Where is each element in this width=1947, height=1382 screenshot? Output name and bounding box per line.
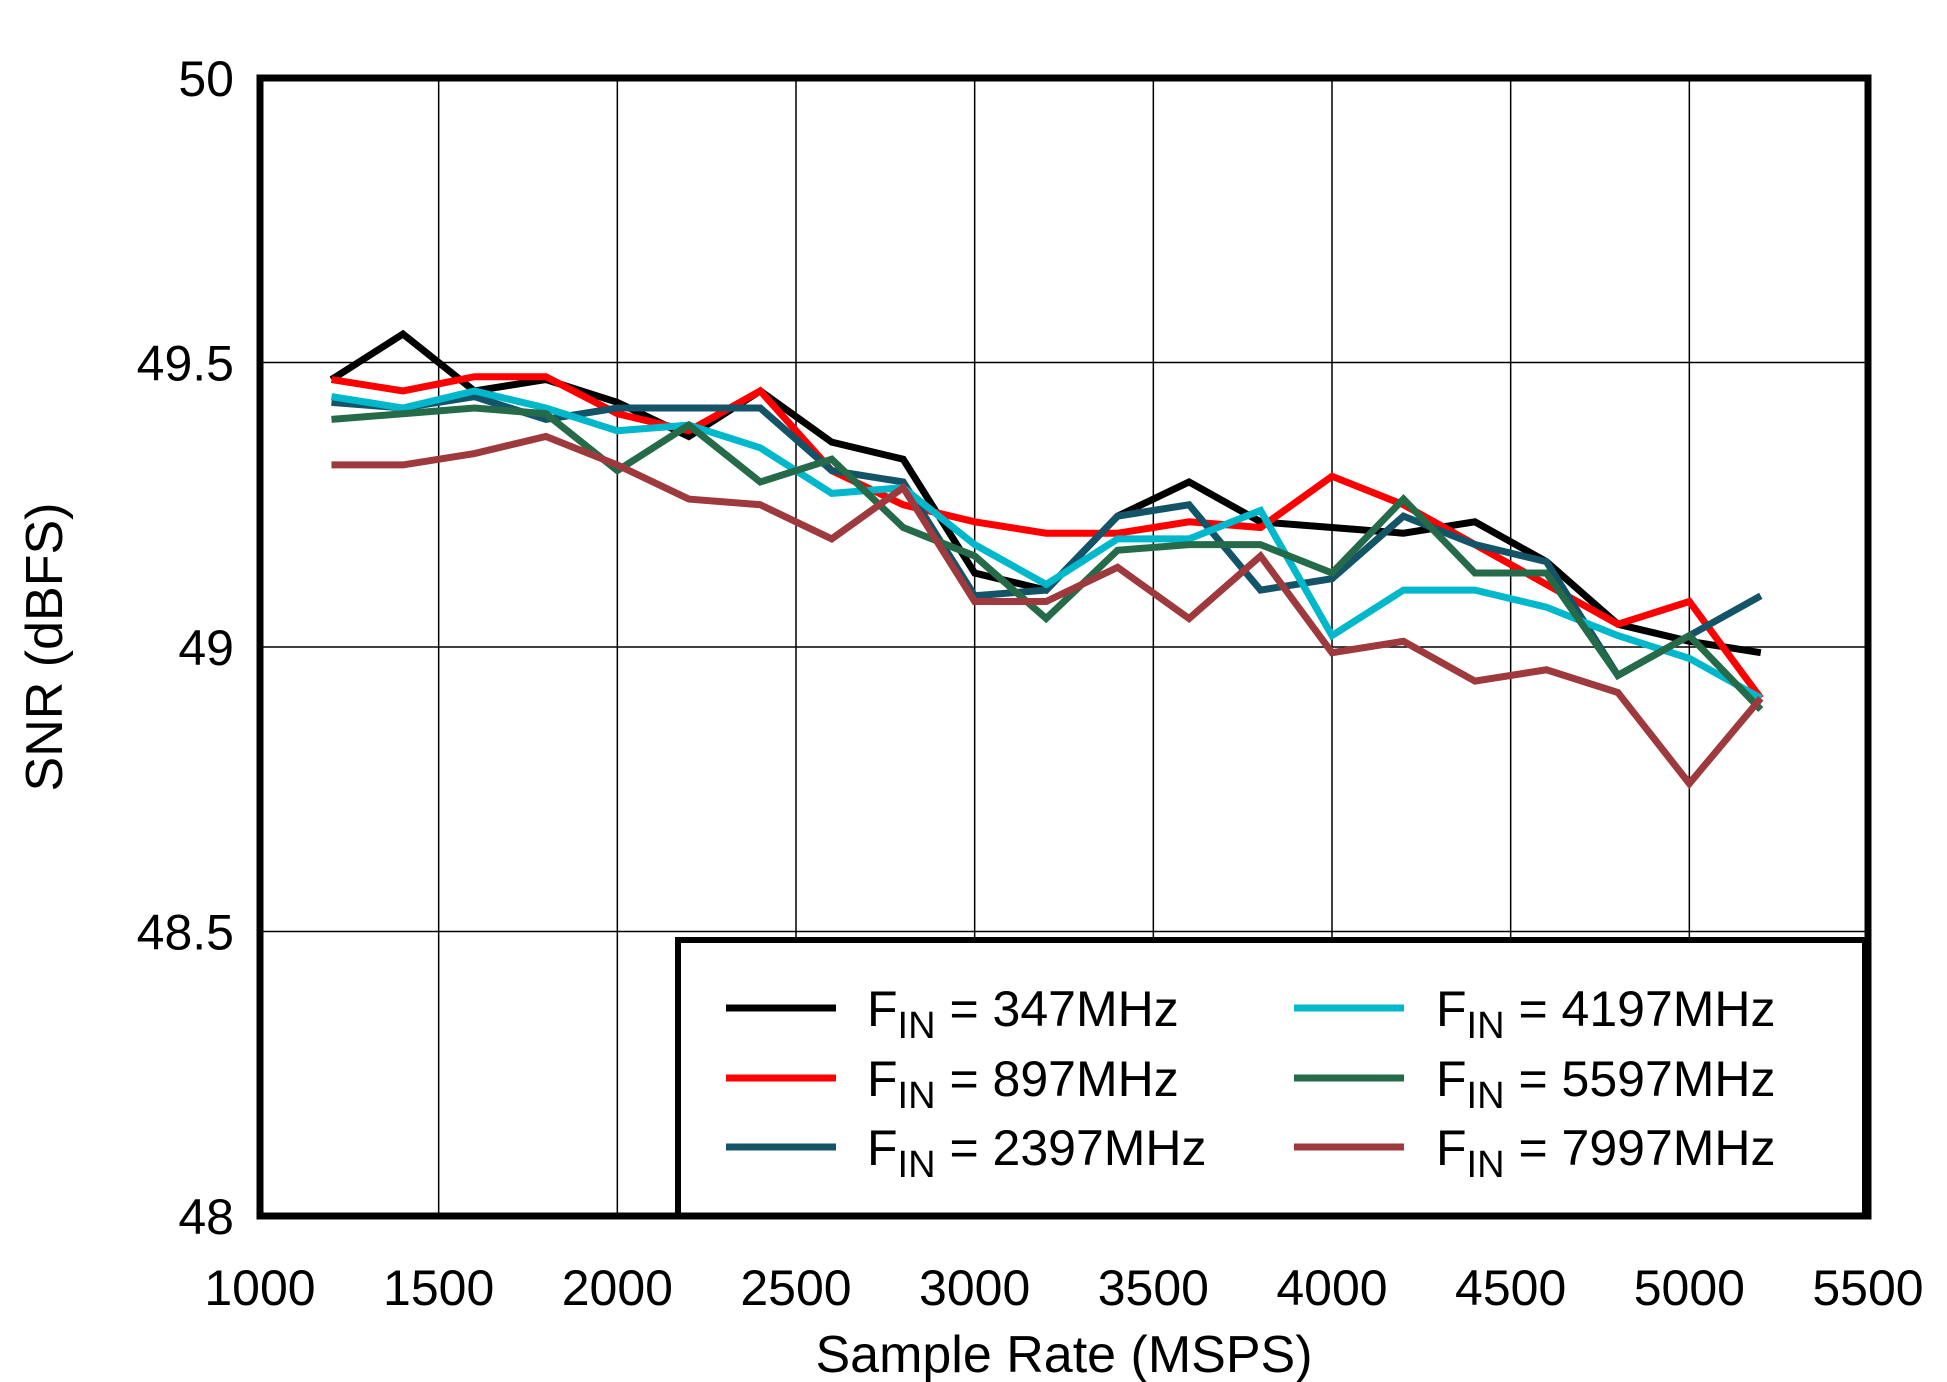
legend-label: FIN = 897MHz [867,1051,1179,1117]
x-tick-label: 2500 [740,1260,851,1316]
y-tick-label: 48.5 [137,905,234,961]
plot-frame [256,74,1872,1220]
legend-label: FIN = 347MHz [867,981,1179,1047]
y-tick-label: 49 [178,620,234,676]
y-tick-labels: 48 48.5 49 49.5 50 [137,51,234,1245]
y-tick-label: 48 [178,1189,234,1245]
x-axis-label: Sample Rate (MSPS) [815,1326,1312,1382]
x-tick-label: 2000 [562,1260,673,1316]
x-tick-label: 4000 [1276,1260,1387,1316]
x-tick-labels: 1000 1500 2000 2500 3000 3500 4000 4500 5000 5500 [204,1260,1923,1316]
legend-label: FIN = 4197MHz [1436,981,1776,1047]
x-tick-label: 4500 [1455,1260,1566,1316]
x-tick-label: 5000 [1634,1260,1745,1316]
legend-label: FIN = 7997MHz [1436,1120,1776,1186]
legend-label: FIN = 2397MHz [867,1120,1207,1186]
series-lines [329,329,1764,790]
y-axis-label: SNR (dBFS) [16,503,74,792]
series-line-6 [331,432,1764,790]
x-tick-label: 3000 [919,1260,1030,1316]
x-tick-label: 1500 [383,1260,494,1316]
legend-box [675,937,1868,1219]
series-line-5 [331,404,1764,713]
series-line-2 [330,373,1764,701]
y-tick-label: 49.5 [137,336,234,392]
x-tick-label: 1000 [204,1260,315,1316]
series-line-4 [330,387,1763,702]
x-tick-label: 3500 [1098,1260,1209,1316]
x-tick-label: 5500 [1812,1260,1923,1316]
legend-label: FIN = 5597MHz [1436,1051,1776,1117]
y-tick-label: 50 [178,51,234,107]
